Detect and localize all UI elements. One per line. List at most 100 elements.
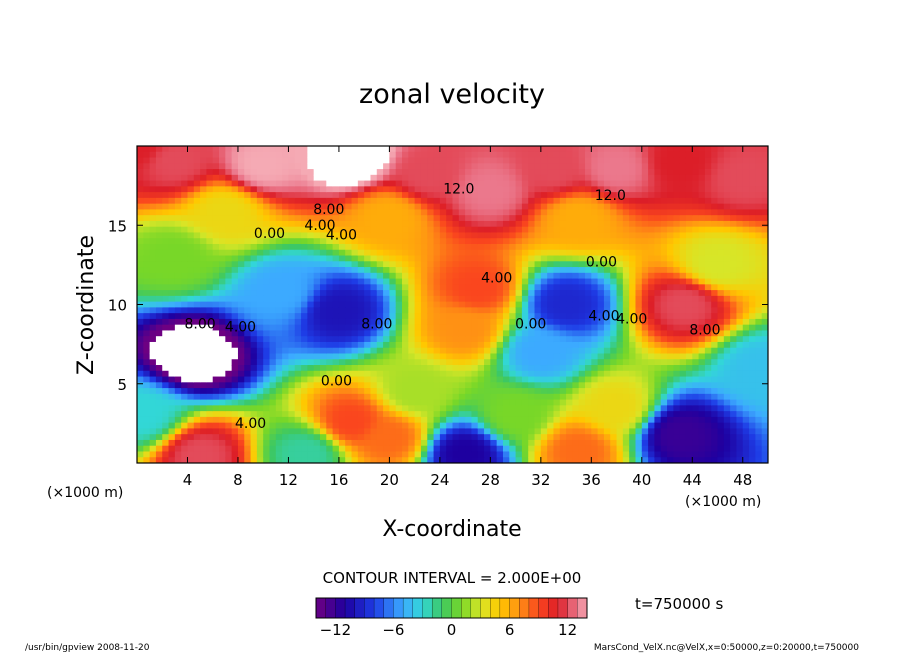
heatmap-cell <box>490 405 498 412</box>
heatmap-cell <box>622 169 630 176</box>
heatmap-cell <box>458 255 466 262</box>
heatmap-cell <box>458 226 466 234</box>
heatmap-cell <box>603 347 611 355</box>
heatmap-cell <box>162 439 170 447</box>
heatmap-cell <box>193 365 201 372</box>
heatmap-cell <box>338 393 346 401</box>
heatmap-cell <box>610 388 618 395</box>
heatmap-cell <box>534 226 542 234</box>
heatmap-cell <box>162 151 170 159</box>
heatmap-cell <box>667 359 674 366</box>
heatmap-cell <box>534 278 542 285</box>
heatmap-cell <box>351 284 359 291</box>
heatmap-cell <box>338 261 346 268</box>
heatmap-cell <box>414 382 422 389</box>
heatmap-cell <box>250 313 258 320</box>
heatmap-cell <box>269 439 277 447</box>
heatmap-cell <box>376 399 384 406</box>
heatmap-cell <box>673 203 681 210</box>
heatmap-cell <box>301 313 308 320</box>
heatmap-cell <box>275 365 283 372</box>
heatmap-cell <box>534 238 542 245</box>
heatmap-cell <box>294 209 302 216</box>
heatmap-cell <box>149 226 157 234</box>
heatmap-cell <box>364 151 372 159</box>
heatmap-cell <box>559 146 567 153</box>
heatmap-cell <box>193 243 201 251</box>
heatmap-cell <box>597 215 605 222</box>
heatmap-cell <box>496 215 504 222</box>
heatmap-cell <box>149 405 157 412</box>
heatmap-cell <box>679 243 687 251</box>
heatmap-cell <box>679 318 687 326</box>
heatmap-cell <box>427 422 435 430</box>
heatmap-cell <box>193 174 201 182</box>
heatmap-cell <box>269 359 277 366</box>
heatmap-cell <box>376 278 384 285</box>
heatmap-cell <box>427 197 435 205</box>
heatmap-cell <box>591 157 599 164</box>
heatmap-cell <box>622 284 630 291</box>
heatmap-cell <box>326 330 334 337</box>
heatmap-cell <box>187 399 195 406</box>
heatmap-cell <box>237 307 245 314</box>
heatmap-cell <box>490 169 498 176</box>
heatmap-cell <box>622 382 630 389</box>
heatmap-cell <box>326 249 334 257</box>
heatmap-cell <box>414 428 422 435</box>
heatmap-cell <box>509 336 517 343</box>
heatmap-cell <box>408 284 416 291</box>
heatmap-cell <box>319 243 327 251</box>
heatmap-cell <box>648 341 656 349</box>
heatmap-cell <box>591 243 599 251</box>
heatmap-cell <box>692 249 700 257</box>
heatmap-cell <box>219 255 226 262</box>
heatmap-cell <box>250 370 258 378</box>
heatmap-cell <box>673 232 681 239</box>
heatmap-cell <box>137 313 144 320</box>
heatmap-cell <box>490 428 498 435</box>
heatmap-cell <box>610 255 618 262</box>
heatmap-cell <box>635 301 643 308</box>
heatmap-cell <box>332 261 340 268</box>
heatmap-cell <box>408 393 416 401</box>
heatmap-cell <box>597 301 605 308</box>
heatmap-cell <box>414 290 422 297</box>
heatmap-cell <box>654 324 662 332</box>
heatmap-cell <box>446 376 454 383</box>
heatmap-cell <box>250 261 258 268</box>
heatmap-cell <box>635 330 643 337</box>
heatmap-cell <box>187 278 195 285</box>
heatmap-cell <box>402 301 409 308</box>
heatmap-cell <box>402 238 409 245</box>
heatmap-cell <box>484 341 491 349</box>
heatmap-cell <box>174 146 182 153</box>
heatmap-cell <box>168 365 176 372</box>
heatmap-cell <box>427 255 435 262</box>
heatmap-cell <box>168 174 176 182</box>
heatmap-cell <box>155 278 163 285</box>
heatmap-cell <box>326 341 334 349</box>
heatmap-cell <box>370 215 378 222</box>
heatmap-cell <box>414 157 422 164</box>
heatmap-cell <box>149 347 157 355</box>
heatmap-cell <box>484 330 491 337</box>
heatmap-cell <box>269 457 277 463</box>
heatmap-cell <box>187 169 195 176</box>
heatmap-cell <box>496 261 504 268</box>
heatmap-cell <box>679 336 687 343</box>
heatmap-cell <box>143 341 151 349</box>
heatmap-cell <box>490 388 498 395</box>
heatmap-cell <box>629 307 637 314</box>
heatmap-cell <box>553 451 561 458</box>
heatmap-cell <box>509 284 517 291</box>
heatmap-cell <box>162 180 170 187</box>
heatmap-cell <box>143 388 151 395</box>
heatmap-cell <box>616 336 624 343</box>
heatmap-cell <box>181 209 189 216</box>
heatmap-cell <box>269 451 277 458</box>
heatmap-cell <box>534 301 542 308</box>
heatmap-cell <box>219 238 226 245</box>
heatmap-cell <box>521 347 529 355</box>
heatmap-cell <box>484 428 491 435</box>
